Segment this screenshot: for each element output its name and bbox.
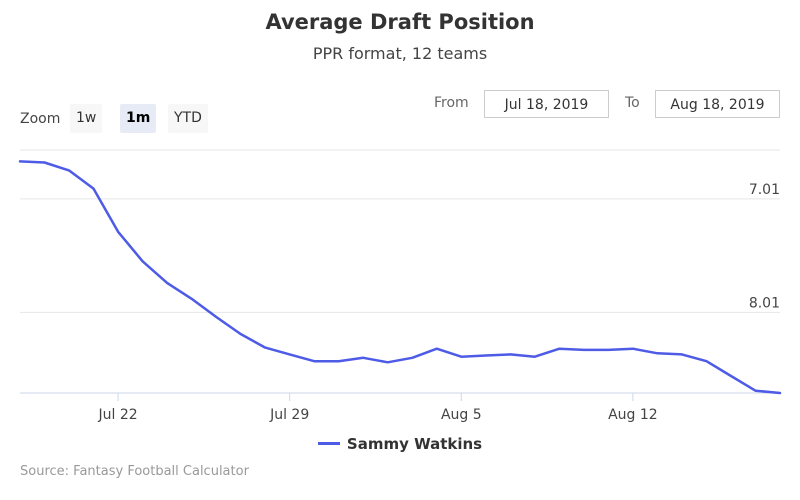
range-to-input[interactable]: Aug 18, 2019 (655, 90, 780, 118)
range-to-label: To (625, 95, 640, 111)
zoom-label: Zoom (20, 111, 61, 127)
x-tick-label: Jul 22 (97, 407, 137, 423)
x-tick-label: Jul 29 (269, 407, 309, 423)
chart-title: Average Draft Position (265, 10, 535, 34)
series-layer (18, 160, 782, 395)
zoom-ytd-button[interactable]: YTD (168, 104, 208, 133)
legend: Sammy Watkins (0, 430, 800, 453)
credits: Source: Fantasy Football Calculator (20, 464, 249, 479)
x-tick-label: Aug 5 (441, 407, 482, 423)
y-axis-ticks: 7.01 8.01 (749, 182, 780, 312)
legend-swatch (317, 442, 340, 445)
y-tick-label: 8.01 (749, 295, 780, 311)
legend-label: Sammy Watkins (346, 434, 483, 453)
legend-item-sammy-watkins[interactable]: Sammy Watkins (317, 434, 483, 453)
x-tick-label: Aug 12 (608, 407, 658, 423)
grid-lines (20, 149, 780, 313)
zoom-1m-button[interactable]: 1m (120, 104, 157, 133)
series-line-sammy-watkins[interactable] (18, 160, 782, 395)
chart-subtitle: PPR format, 12 teams (312, 44, 488, 63)
range-from-input[interactable]: Jul 18, 2019 (484, 90, 609, 118)
x-axis: Jul 22 Jul 29 Aug 5 Aug 12 (20, 392, 780, 423)
range-from-label: From (434, 95, 469, 111)
zoom-1w-button[interactable]: 1w (70, 104, 103, 133)
y-tick-label: 7.01 (749, 182, 780, 198)
